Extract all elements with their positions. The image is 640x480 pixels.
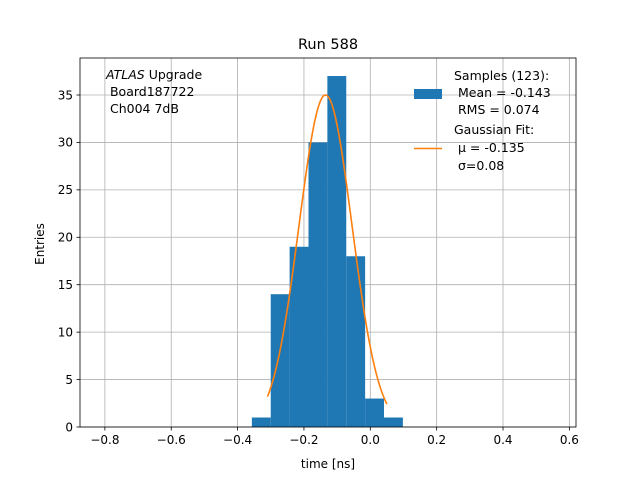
- y-tick-label: 5: [65, 373, 73, 387]
- histogram-bar: [346, 256, 366, 427]
- y-tick-label: 25: [58, 183, 73, 197]
- annotation: ATLAS Upgrade Board187722 Ch004 7dB: [105, 67, 202, 116]
- x-tick-label: −0.4: [223, 433, 252, 447]
- y-axis-label: Entries: [33, 223, 47, 265]
- histogram-bar: [251, 417, 271, 427]
- gaussian-fit: [266, 94, 388, 405]
- chart-title: Run 588: [298, 37, 358, 53]
- legend-fit-line-3: σ=0.08: [458, 158, 504, 173]
- histogram-bar: [289, 246, 309, 427]
- x-tick-label: −0.8: [90, 433, 119, 447]
- annotation-line-1: ATLAS Upgrade: [105, 67, 202, 82]
- x-tick-label: 0.2: [427, 433, 446, 447]
- legend: Samples (123): Mean = -0.143 RMS = 0.074…: [414, 68, 551, 173]
- legend-samples-line-2: Mean = -0.143: [454, 85, 551, 100]
- y-tick-label: 0: [65, 420, 73, 434]
- histogram-bars: [251, 76, 403, 428]
- x-axis-ticks: −0.8 −0.6 −0.4 −0.2 0.0 0.2 0.4 0.6: [90, 427, 579, 447]
- y-tick-label: 15: [58, 278, 73, 292]
- x-tick-label: −0.6: [157, 433, 186, 447]
- plot-frame: [79, 57, 577, 428]
- legend-swatch-samples: [414, 89, 442, 99]
- histogram-bar: [365, 398, 385, 427]
- legend-fit-line-2: μ = -0.135: [458, 140, 525, 155]
- x-tick-label: −0.2: [289, 433, 318, 447]
- legend-samples-line-1: Samples (123):: [454, 68, 549, 83]
- x-tick-label: 0.4: [493, 433, 512, 447]
- y-tick-label: 20: [58, 231, 73, 245]
- y-axis-ticks: 0 5 10 15 20 25 30 35: [58, 88, 80, 434]
- annotation-line-3: Ch004 7dB: [106, 101, 179, 116]
- y-tick-label: 30: [58, 136, 73, 150]
- x-tick-label: 0.0: [361, 433, 380, 447]
- legend-samples-line-3: RMS = 0.074: [454, 102, 540, 117]
- x-axis-label: time [ns]: [301, 457, 355, 471]
- legend-fit-line-1: Gaussian Fit:: [454, 122, 534, 137]
- gaussian-fit-line: [266, 94, 388, 405]
- histogram-bar: [308, 142, 328, 427]
- histogram-bar: [384, 417, 403, 427]
- y-tick-label: 10: [58, 325, 73, 339]
- y-tick-label: 35: [58, 88, 73, 102]
- histogram-bar: [327, 76, 347, 428]
- annotation-line-2: Board187722: [106, 84, 194, 99]
- x-tick-label: 0.6: [560, 433, 579, 447]
